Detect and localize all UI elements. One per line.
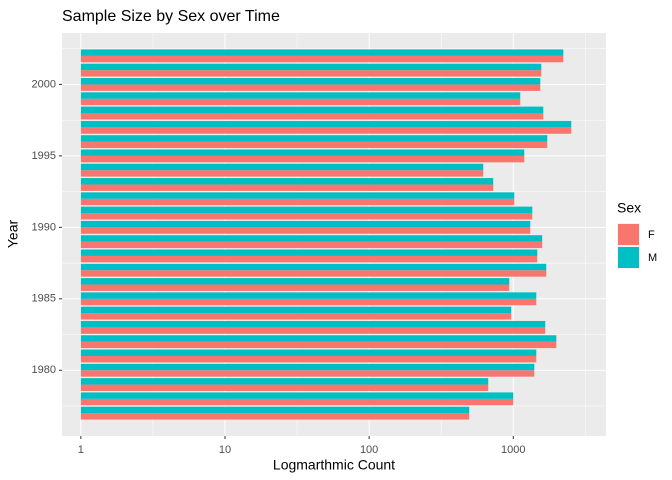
bar — [80, 255, 538, 263]
y-tick-label: 1980 — [32, 364, 56, 376]
bar — [80, 127, 572, 134]
chart-title: Sample Size by Sex over Time — [62, 8, 280, 25]
bar — [80, 84, 541, 91]
bar — [80, 184, 494, 191]
bar — [80, 178, 494, 185]
bar — [80, 70, 542, 77]
y-tick-label: 1985 — [32, 293, 56, 305]
bar — [80, 135, 548, 142]
bar — [80, 392, 514, 399]
bar — [80, 298, 537, 306]
bar — [80, 220, 531, 228]
bar — [80, 149, 525, 156]
bar — [80, 306, 512, 314]
bar — [80, 227, 531, 234]
bar — [80, 241, 543, 249]
bar — [80, 413, 470, 420]
bar — [80, 370, 535, 377]
bar — [80, 213, 533, 220]
bar — [80, 106, 544, 114]
bar — [80, 349, 537, 356]
bar — [80, 192, 515, 199]
bar — [80, 98, 521, 106]
bar — [80, 292, 537, 299]
legend-title: Sex — [617, 200, 641, 216]
bar — [80, 327, 546, 334]
x-tick-label: 1000 — [501, 444, 525, 456]
bar — [80, 335, 557, 342]
bar — [80, 341, 557, 349]
bar — [80, 170, 484, 177]
bar — [80, 320, 546, 328]
bar — [80, 198, 515, 206]
bar — [80, 113, 544, 120]
bar — [80, 55, 564, 63]
legend-swatch — [618, 247, 639, 268]
bar — [80, 363, 535, 371]
bar — [80, 141, 548, 149]
bar — [80, 206, 533, 214]
bar — [80, 313, 512, 320]
bar — [80, 263, 547, 271]
y-tick-label: 1995 — [32, 150, 56, 162]
legend-label: M — [648, 252, 657, 264]
bar — [80, 249, 538, 256]
bar — [80, 163, 484, 171]
bar — [80, 406, 470, 414]
bar — [80, 384, 489, 391]
legend-label: F — [648, 229, 655, 241]
bar — [80, 235, 543, 242]
bar — [80, 278, 510, 285]
bar — [80, 398, 514, 406]
bar — [80, 270, 547, 277]
bar — [80, 284, 510, 291]
y-tick-label: 2000 — [32, 78, 56, 90]
bar — [80, 378, 489, 385]
bar — [80, 355, 537, 363]
x-tick-label: 10 — [219, 444, 231, 456]
bar — [80, 78, 541, 85]
y-axis-title: Year — [5, 220, 21, 249]
legend-swatch — [618, 224, 639, 245]
bar — [80, 155, 525, 163]
x-axis-title: Logmarthmic Count — [273, 457, 395, 473]
x-tick-label: 100 — [360, 444, 378, 456]
bar — [80, 49, 564, 56]
bar — [80, 63, 542, 71]
bar — [80, 120, 572, 128]
bar — [80, 92, 521, 99]
y-tick-label: 1990 — [32, 221, 56, 233]
x-tick-label: 1 — [78, 444, 84, 456]
